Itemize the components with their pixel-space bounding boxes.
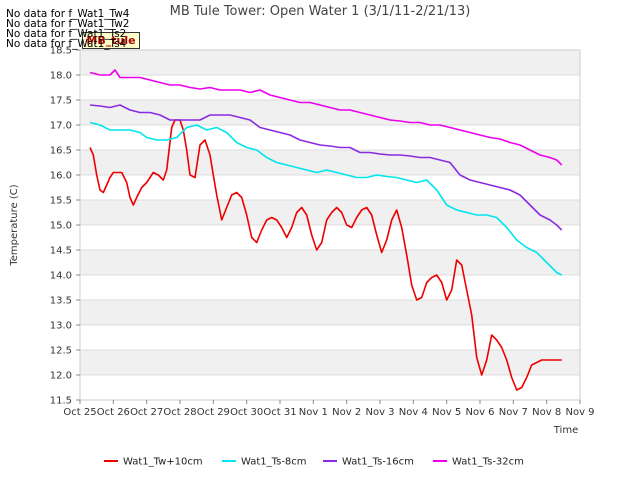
y-tick-label: 12.0 xyxy=(50,371,72,382)
x-tick-label: Nov 3 xyxy=(365,407,394,418)
plot-band xyxy=(80,250,580,275)
y-tick-label: 18.0 xyxy=(50,71,72,82)
y-axis-title: Temperature (C) xyxy=(9,184,20,266)
no-data-note-2: No data for f_Wat1_Tw2 xyxy=(6,18,130,30)
x-tick-label: Oct 30 xyxy=(230,407,263,418)
y-tick-label: 13.0 xyxy=(50,321,72,332)
no-data-note-4: No data for f_Wat1_Ts4 xyxy=(6,38,127,50)
plot-band xyxy=(80,350,580,375)
y-tick-label: 15.5 xyxy=(50,196,72,207)
chart-title: MB Tule Tower: Open Water 1 (3/1/11-2/21… xyxy=(170,4,471,19)
x-tick-label: Nov 7 xyxy=(499,407,528,418)
y-tick-label: 16.0 xyxy=(50,171,72,182)
x-tick-label: Oct 29 xyxy=(197,407,230,418)
plot-band xyxy=(80,175,580,200)
plot-band xyxy=(80,375,580,400)
y-axis: 11.5 12.0 12.5 13.0 13.5 14.0 14.5 15.0 15.5 16.0… xyxy=(50,46,80,407)
no-data-note-3: No data for f_Wat1_Ts2 xyxy=(6,28,127,40)
y-tick-label: 16.5 xyxy=(50,146,72,157)
y-tick-label: 12.5 xyxy=(50,346,72,357)
plot-band xyxy=(80,50,580,75)
y-tick-label: 18.5 xyxy=(50,46,72,57)
plot-bands xyxy=(80,50,580,400)
x-tick-label: Oct 28 xyxy=(163,407,196,418)
plot-band xyxy=(80,225,580,250)
x-tick-label: Nov 8 xyxy=(532,407,561,418)
plot-band xyxy=(80,275,580,300)
series-line-Wat1_Ts-32cm xyxy=(89,69,563,166)
y-tick-label: 17.0 xyxy=(50,121,72,132)
x-tick-label: Oct 27 xyxy=(130,407,163,418)
y-tick-label: 14.0 xyxy=(50,271,72,282)
no-data-note-1: No data for f_Wat1_Tw4 xyxy=(6,8,130,20)
legend-label[interactable]: Wat1_Tw+10cm xyxy=(123,457,203,468)
x-tick-label: Nov 6 xyxy=(465,407,494,418)
x-tick-label: Nov 5 xyxy=(432,407,461,418)
x-tick-label: Oct 25 xyxy=(63,407,96,418)
x-tick-label: Nov 1 xyxy=(299,407,328,418)
legend-label[interactable]: Wat1_Ts-32cm xyxy=(452,457,524,468)
plot-band xyxy=(80,200,580,225)
plot-band xyxy=(80,100,580,125)
site-badge[interactable]: MB_tule xyxy=(82,32,140,49)
x-axis-title: Time xyxy=(553,425,578,436)
x-axis: Oct 25 Oct 26 Oct 27 Oct 28 Oct 29 Oct 30 Oct … xyxy=(63,400,595,418)
x-tick-label: Nov 4 xyxy=(399,407,428,418)
x-tick-label: Nov 2 xyxy=(332,407,361,418)
legend-label[interactable]: Wat1_Ts-16cm xyxy=(342,457,414,468)
series-line-Wat1_Ts-16cm xyxy=(89,104,563,231)
y-tick-label: 14.5 xyxy=(50,246,72,257)
y-tick-label: 15.0 xyxy=(50,221,72,232)
x-tick-label: Oct 26 xyxy=(97,407,130,418)
plot-band xyxy=(80,325,580,350)
series-line-Wat1_Ts-8cm xyxy=(89,121,563,276)
legend-label[interactable]: Wat1_Ts-8cm xyxy=(241,457,307,468)
x-tick-label: Oct 31 xyxy=(263,407,296,418)
plot-band xyxy=(80,300,580,325)
y-tick-label: 13.5 xyxy=(50,296,72,307)
y-tick-label: 17.5 xyxy=(50,96,72,107)
legend: Wat1_Tw+10cm Wat1_Ts-8cm Wat1_Ts-16cm Wat1_… xyxy=(104,457,524,468)
series-line-Wat1_Tw+10cm xyxy=(89,119,562,391)
series-lines xyxy=(89,69,563,391)
plot-band xyxy=(80,75,580,100)
y-tick-label: 11.5 xyxy=(50,396,72,407)
x-tick-label: Nov 9 xyxy=(565,407,594,418)
